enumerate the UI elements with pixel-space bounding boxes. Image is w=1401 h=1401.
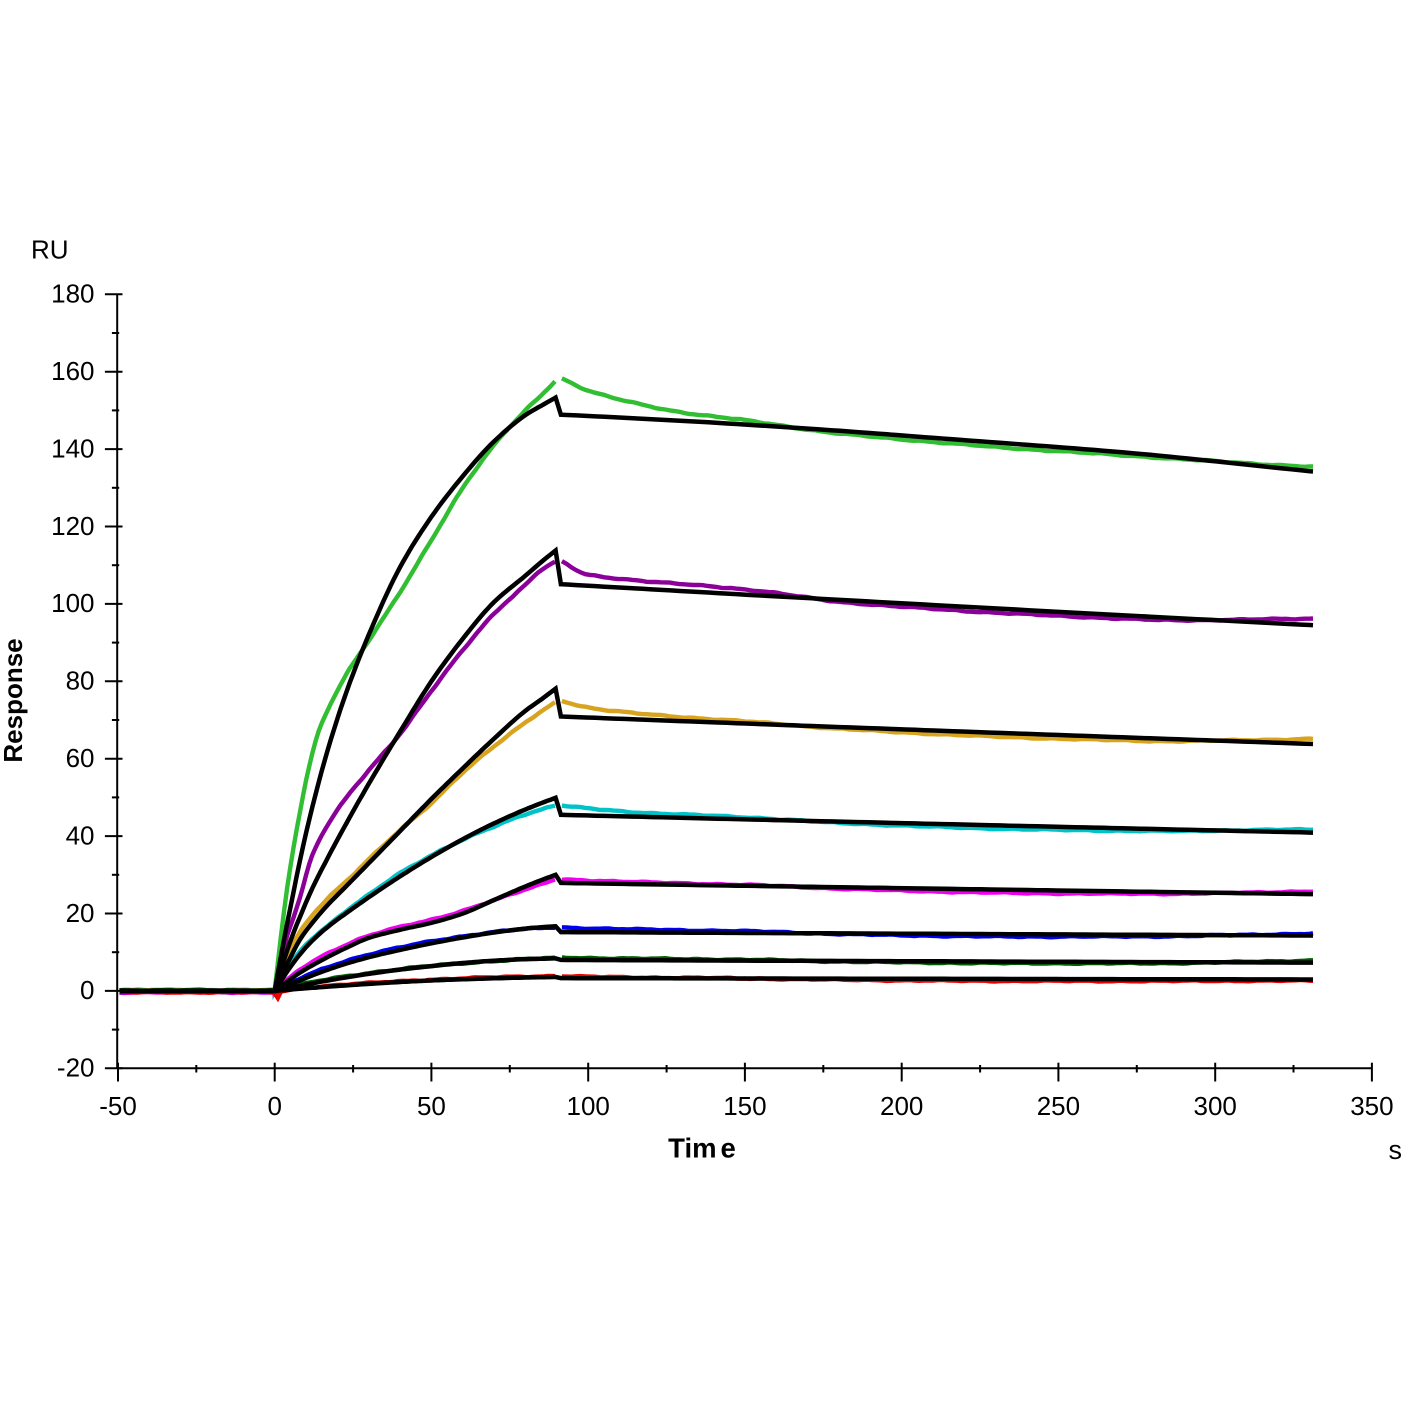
svg-text:180: 180 — [51, 279, 94, 309]
svg-text:0: 0 — [80, 975, 94, 1005]
svg-text:40: 40 — [66, 820, 95, 850]
svg-text:250: 250 — [1037, 1091, 1080, 1121]
svg-text:140: 140 — [51, 433, 94, 463]
svg-text:0: 0 — [267, 1091, 281, 1121]
svg-text:100: 100 — [51, 588, 94, 618]
svg-text:Response: Response — [0, 638, 28, 762]
svg-text:s: s — [1389, 1135, 1401, 1165]
svg-text:-20: -20 — [57, 1053, 95, 1083]
svg-text:100: 100 — [567, 1091, 610, 1121]
svg-text:60: 60 — [66, 743, 95, 773]
svg-text:150: 150 — [723, 1091, 766, 1121]
svg-text:160: 160 — [51, 356, 94, 386]
svg-text:200: 200 — [880, 1091, 923, 1121]
svg-text:300: 300 — [1194, 1091, 1237, 1121]
svg-text:50: 50 — [417, 1091, 446, 1121]
svg-text:20: 20 — [66, 898, 95, 928]
svg-text:80: 80 — [66, 666, 95, 696]
svg-text:RU: RU — [31, 235, 69, 265]
svg-text:350: 350 — [1350, 1091, 1393, 1121]
svg-text:120: 120 — [51, 511, 94, 541]
svg-text:-50: -50 — [99, 1091, 137, 1121]
